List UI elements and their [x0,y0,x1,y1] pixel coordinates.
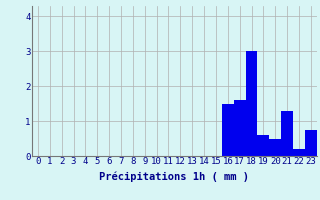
Bar [281,111,293,156]
X-axis label: Précipitations 1h ( mm ): Précipitations 1h ( mm ) [100,172,249,182]
Bar [293,149,305,156]
Bar [234,100,246,156]
Bar [222,104,234,156]
Bar [258,135,269,156]
Bar [269,139,281,156]
Bar [305,130,317,156]
Bar [246,51,258,156]
